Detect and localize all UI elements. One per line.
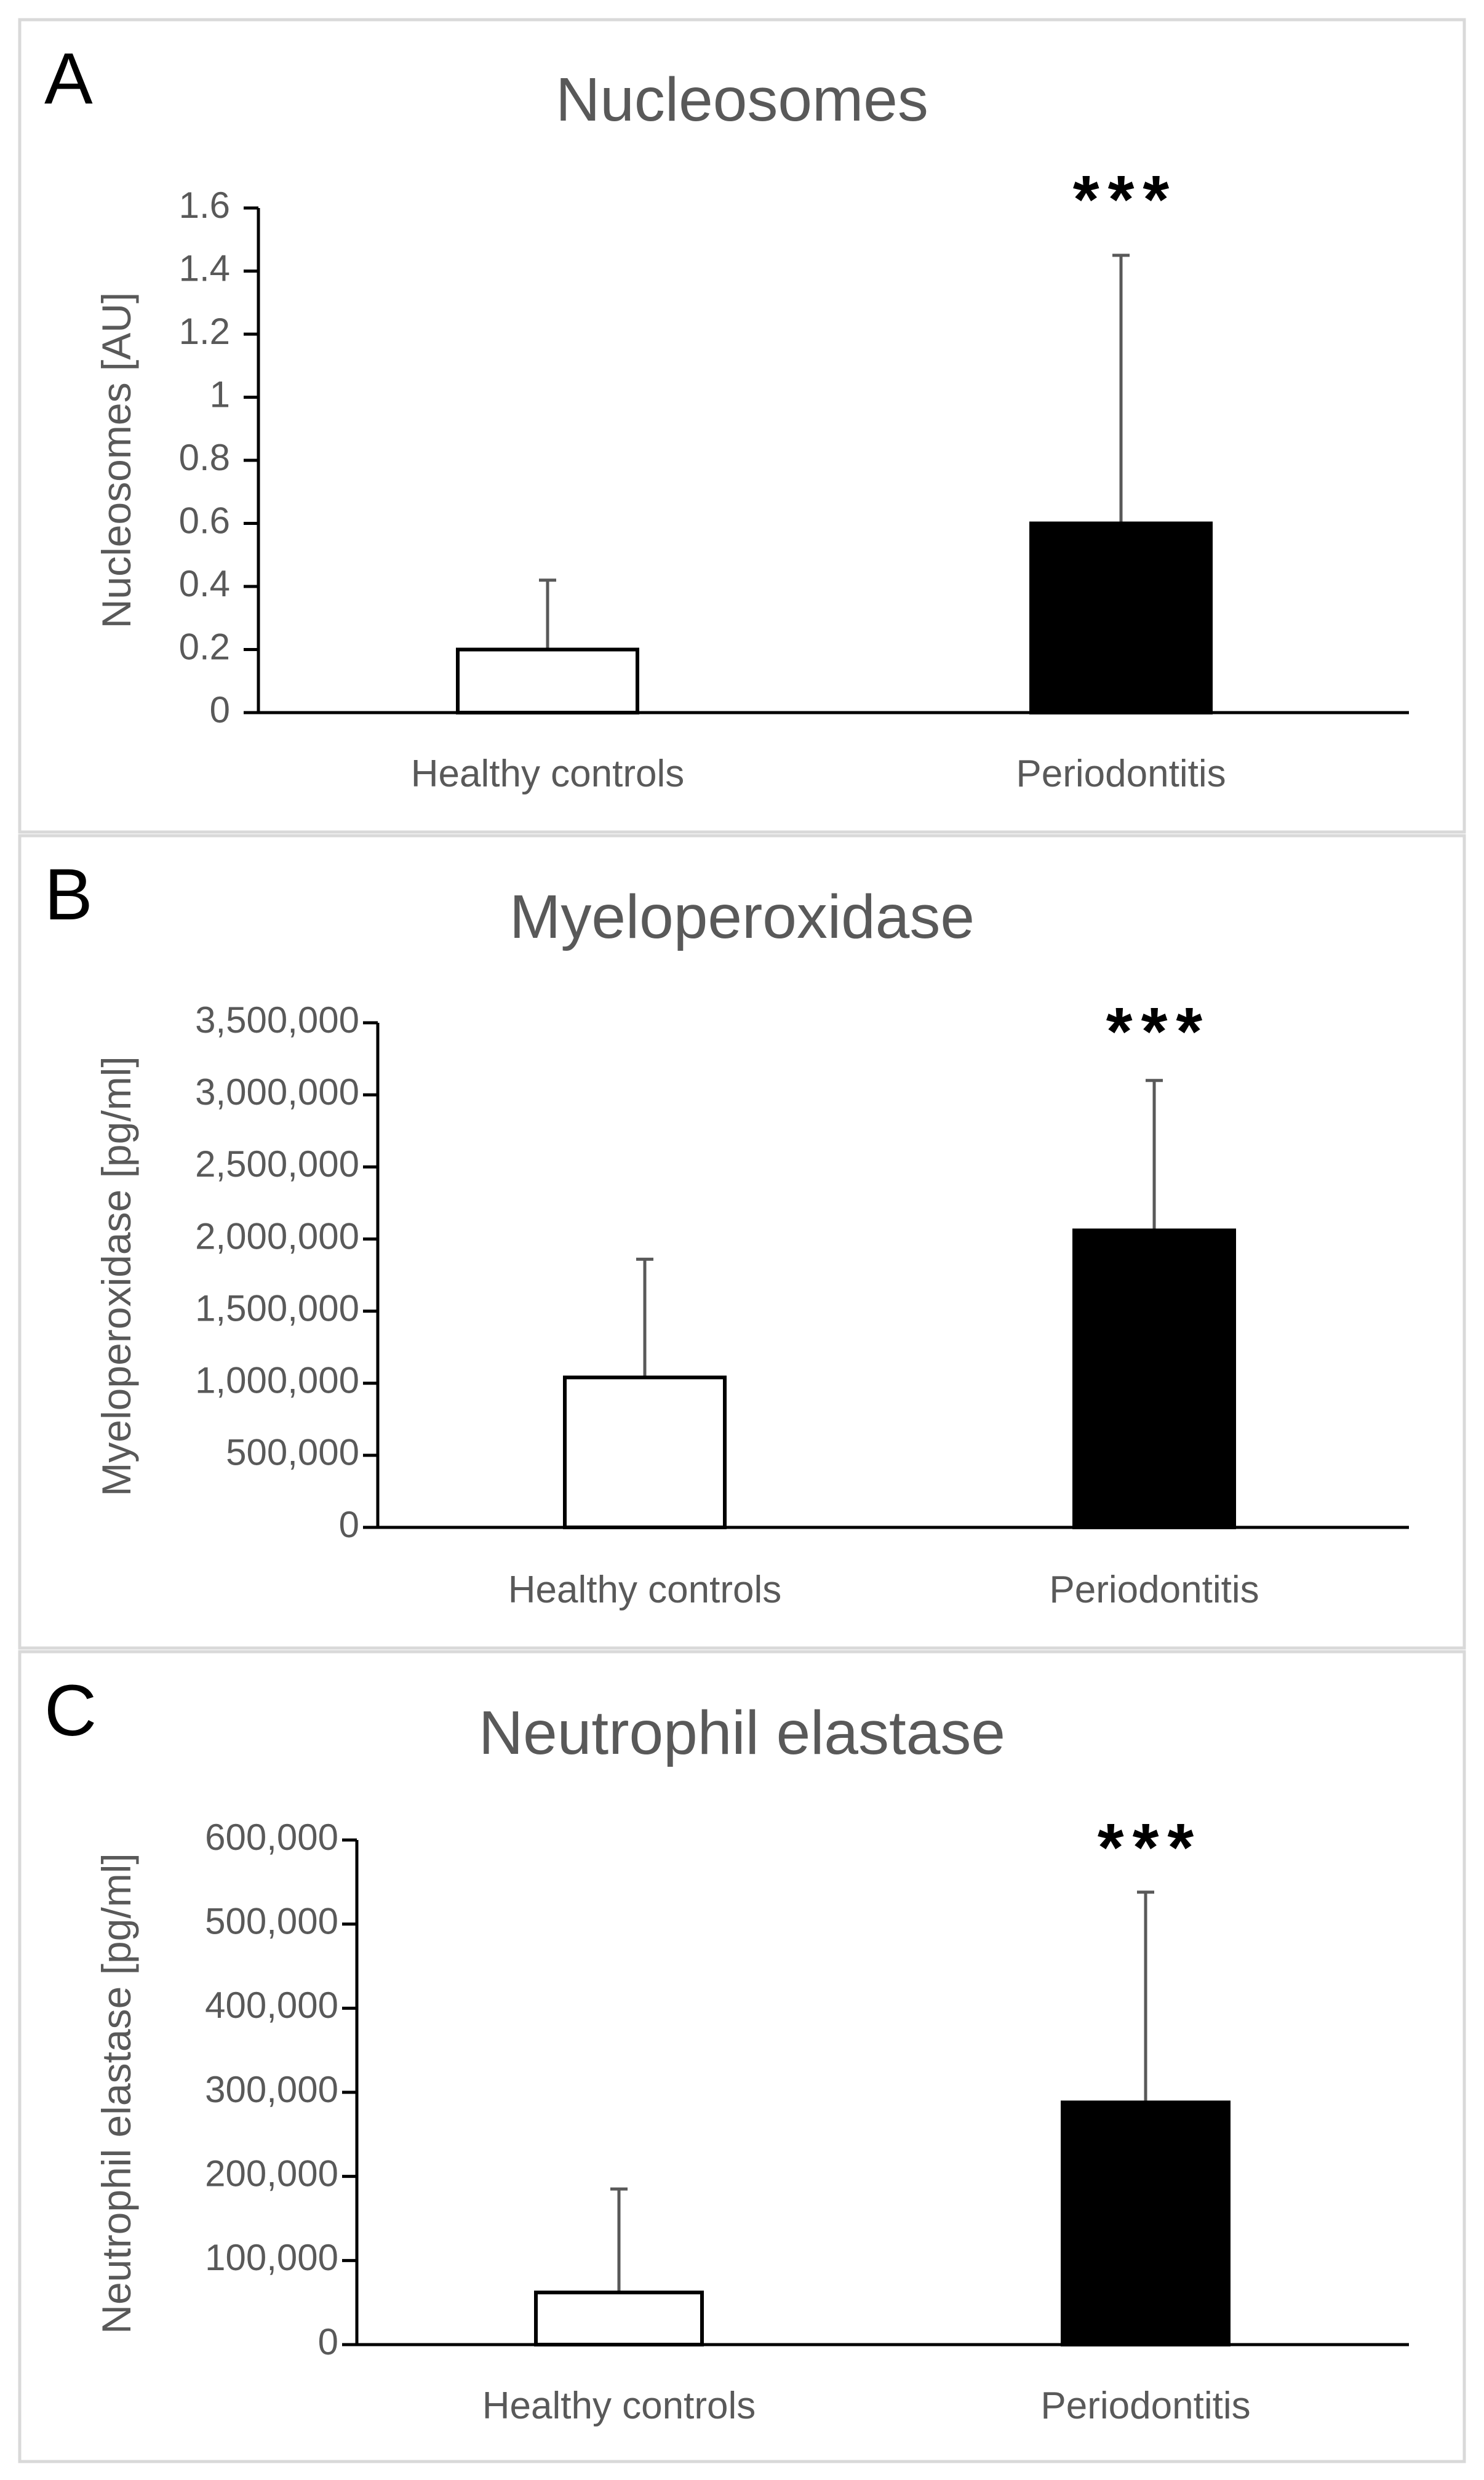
panel-b-bar-healthy-controls [563,1375,727,1529]
panel-b-y-tick-label: 3,500,000 [195,999,359,1041]
panel-c-significance-marker: *** [1098,1810,1202,1886]
panel-a-y-tick-label: 0.2 [179,626,230,667]
panel-c-y-tick-label: 600,000 [205,1817,338,1858]
panel-b-category-label-healthy-controls: Healthy controls [508,1569,782,1611]
panel-c-frame [18,1650,1466,2463]
panel-c-letter: C [44,1670,97,1751]
panel-a-y-tick-label: 0 [210,689,230,730]
panel-b-bar-periodontitis [1072,1228,1236,1530]
panel-a-y-tick-label: 0.6 [179,500,230,541]
panel-c-y-tick-label: 400,000 [205,1985,338,2026]
panel-b-significance-marker: *** [1106,994,1211,1070]
panel-a-y-tick-label: 1 [210,374,230,415]
panel-c-category-label-healthy-controls: Healthy controls [482,2385,756,2427]
panel-b-y-tick-label: 1,000,000 [195,1360,359,1401]
panel-b-letter: B [44,854,93,935]
panel-c-bar-healthy-controls [534,2290,704,2346]
panel-a-y-tick-label: 1.2 [179,311,230,352]
panel-b-y-tick-label: 2,000,000 [195,1215,359,1257]
panel-b-y-tick-label: 500,000 [226,1432,359,1473]
panel-a-y-tick-label: 1.4 [179,247,230,289]
panel-c-y-tick-label: 500,000 [205,1901,338,1942]
panel-b-ylabel: Myeloperoxidase [pg/ml] [94,1056,139,1496]
panel-c-y-tick-label: 0 [318,2321,338,2362]
panel-b-y-tick-label: 2,500,000 [195,1143,359,1185]
panel-c-title: Neutrophil elastase [479,1698,1005,1767]
panel-c: C Neutrophil elastase Neutrophil elastas… [18,1650,1466,2463]
panel-a-y-tick-label: 0.8 [179,437,230,478]
panel-b-y-tick-label: 1,500,000 [195,1287,359,1329]
panel-a: A Nucleosomes Nucleosomes [AU] 0 0.2 0.4 0.… [18,18,1466,834]
panel-a-bar-healthy-controls [456,647,639,714]
panel-a-plot: 0 0.2 0.4 0.6 0.8 1 1.2 1.4 1.6 Healthy controls P… [179,162,1409,795]
panel-c-y-tick-label: 200,000 [205,2153,338,2194]
panel-b: B Myeloperoxidase Myeloperoxidase [pg/ml… [18,834,1466,1650]
panel-a-letter: A [44,38,93,119]
panel-a-significance-marker: *** [1073,162,1178,238]
panel-b-y-tick-label: 0 [339,1504,359,1545]
panel-c-ylabel: Neutrophil elastase [pg/ml] [94,1853,139,2334]
panel-a-category-label-periodontitis: Periodontitis [1016,753,1226,795]
panel-b-title: Myeloperoxidase [509,882,975,951]
panel-c-category-label-periodontitis: Periodontitis [1040,2385,1250,2427]
panel-a-category-label-healthy-controls: Healthy controls [411,753,685,795]
panel-a-y-tick-label: 0.4 [179,563,230,604]
panel-b-y-tick-label: 3,000,000 [195,1071,359,1113]
panel-c-y-tick-label: 100,000 [205,2237,338,2278]
panel-a-y-tick-label: 1.6 [179,185,230,226]
panel-a-ylabel: Nucleosomes [AU] [94,292,139,629]
panel-b-plot: 0 500,000 1,000,000 1,500,000 2,000,000 2,500… [195,994,1409,1611]
panel-c-plot: 0 100,000 200,000 300,000 400,000 500,000 600,… [205,1810,1409,2427]
panel-c-y-tick-label: 300,000 [205,2069,338,2110]
panel-b-category-label-periodontitis: Periodontitis [1049,1569,1259,1611]
panel-a-title: Nucleosomes [556,65,928,134]
panel-a-frame [18,18,1466,834]
panel-a-bar-periodontitis [1029,521,1213,714]
panel-c-bar-periodontitis [1061,2100,1231,2346]
